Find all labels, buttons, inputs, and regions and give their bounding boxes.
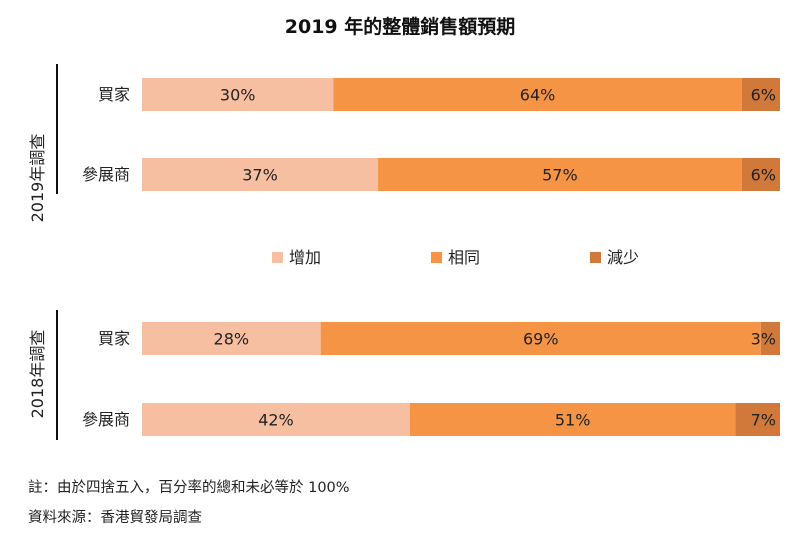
bar-segment xyxy=(333,78,742,111)
category-label: 買家 xyxy=(97,329,130,348)
data-label: 6% xyxy=(751,86,776,105)
footnote: 註：由於四捨五入，百分率的總和未必等於 100% xyxy=(28,480,350,496)
bar-segment xyxy=(741,158,780,191)
bar-segment xyxy=(378,158,742,191)
legend-label: 增加 xyxy=(289,248,322,267)
bar-segment xyxy=(142,403,410,436)
category-label: 參展商 xyxy=(81,410,130,429)
group-rule-2019 xyxy=(56,64,58,194)
category-label: 買家 xyxy=(97,85,130,104)
legend-swatch xyxy=(590,252,601,263)
data-label: 7% xyxy=(751,411,776,430)
legend-label: 減少 xyxy=(607,248,640,267)
data-label: 69% xyxy=(523,330,559,349)
bar-segment xyxy=(142,322,321,355)
category-label: 參展商 xyxy=(81,165,130,184)
data-label: 28% xyxy=(214,330,250,349)
source-note: 資料來源：香港貿發局調查 xyxy=(28,510,202,526)
data-label: 64% xyxy=(520,86,556,105)
bar-segment xyxy=(320,322,761,355)
data-label: 51% xyxy=(555,411,591,430)
legend-swatch xyxy=(272,252,283,263)
legend: 增加 相同 減少 xyxy=(0,246,800,270)
chart-title: 2019 年的整體銷售額預期 xyxy=(284,16,516,38)
bar-segment xyxy=(735,403,780,436)
legend-swatch xyxy=(431,252,442,263)
bar-segment xyxy=(741,78,780,111)
data-label: 6% xyxy=(751,166,776,185)
bar-segment xyxy=(142,78,334,111)
data-label: 42% xyxy=(258,411,294,430)
bar-segment xyxy=(142,158,379,191)
data-label: 57% xyxy=(542,166,578,185)
data-label: 30% xyxy=(220,86,256,105)
data-label: 37% xyxy=(242,166,278,185)
bar-segment xyxy=(409,403,736,436)
group-rule-2018 xyxy=(56,310,58,440)
legend-label: 相同 xyxy=(448,248,481,267)
bar-segment xyxy=(760,322,780,355)
data-label: 3% xyxy=(751,330,776,349)
